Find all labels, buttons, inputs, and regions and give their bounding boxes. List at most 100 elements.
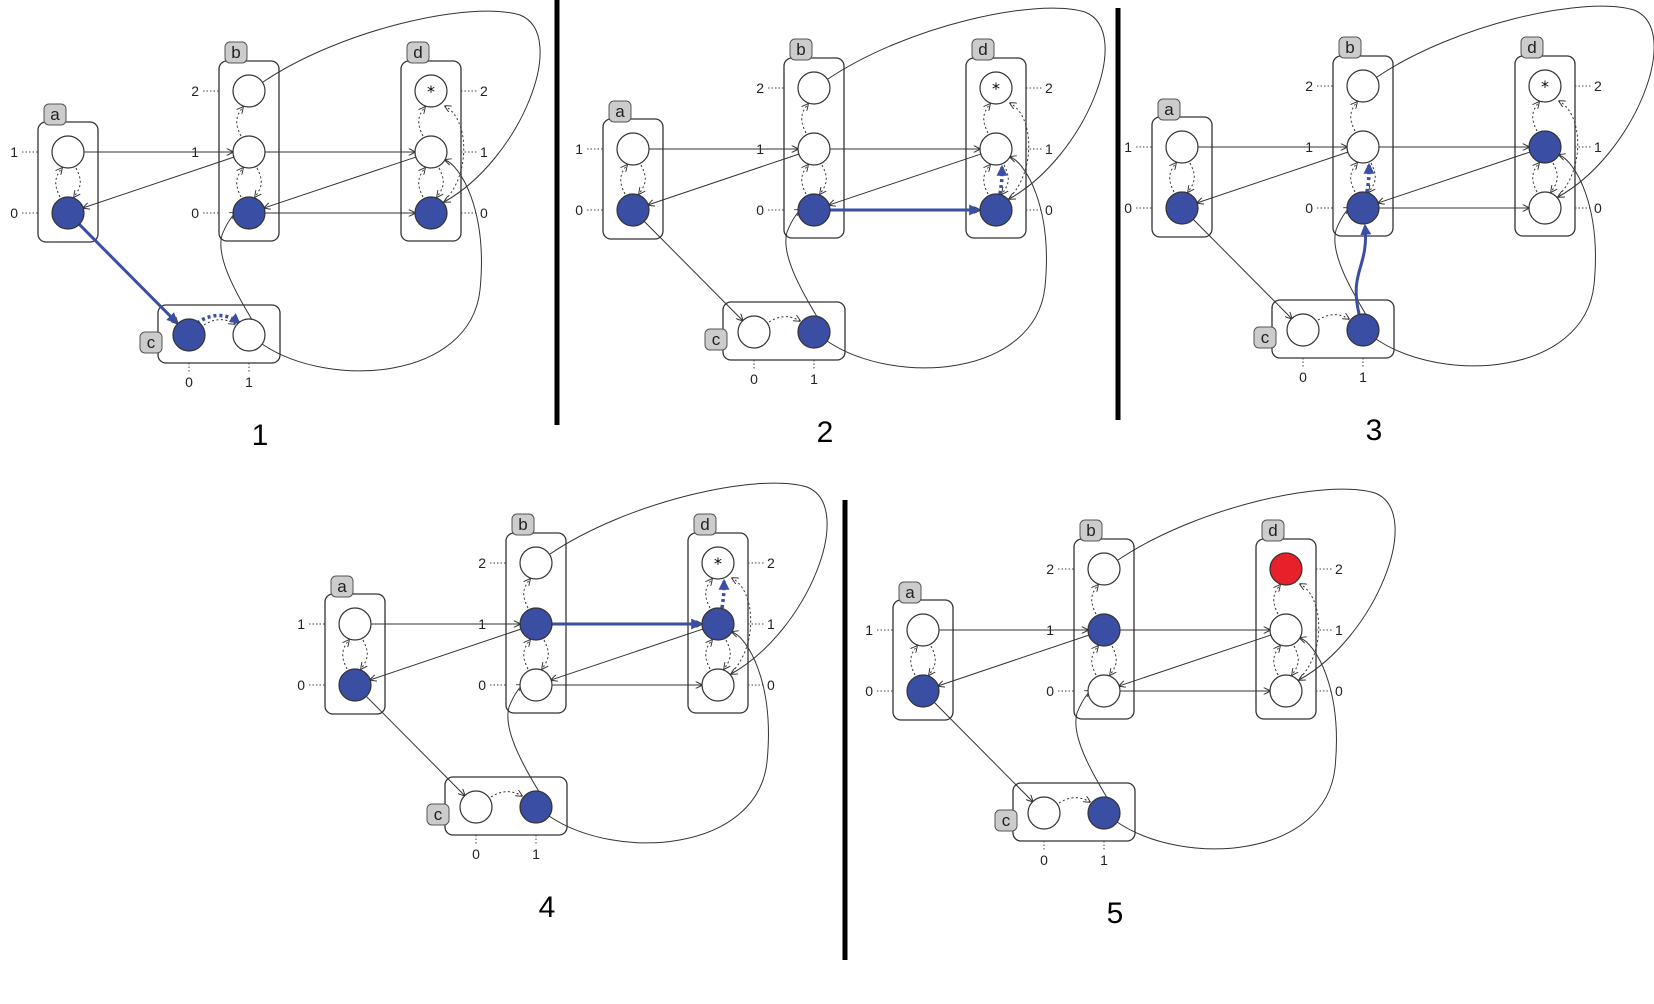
level-d0-label: 0: [480, 205, 488, 221]
transition-c1-d1: [261, 160, 482, 372]
panel-5-label: 5: [1107, 897, 1124, 930]
component-c-tag-label: c: [434, 805, 443, 824]
level-d0-label: 0: [1045, 202, 1053, 218]
panel-4-label: 4: [539, 891, 556, 924]
component-a-tag: [1157, 98, 1181, 121]
dotted-transition-a0-a1: [620, 165, 627, 195]
transition-d1-b0: [1119, 634, 1271, 686]
state-d0-node: [414, 196, 448, 230]
component-b-tag: [224, 41, 248, 64]
component-d-tag-label: d: [1527, 38, 1536, 57]
state-c1-node: [519, 790, 553, 824]
panel-1-label: 1: [252, 419, 269, 452]
level-c0-label: 0: [472, 846, 480, 862]
transition-b1-a0: [938, 634, 1089, 686]
dotted-transition-b1-b0: [255, 167, 262, 197]
transition-d1-b0: [264, 156, 416, 208]
dotted-transition-b0-b1: [1091, 646, 1098, 676]
component-c-tag-label: c: [1002, 811, 1011, 830]
state-b1-node: [519, 607, 553, 641]
level-c0-label: 0: [750, 371, 758, 387]
dotted-transition-d0-d2: [1010, 103, 1030, 198]
state-a0-node: [51, 196, 85, 230]
state-c0-node: [172, 318, 206, 352]
highlight-dotted-transition-d1-d2: [718, 578, 730, 609]
component-a-tag-label: a: [905, 583, 915, 602]
level-b0-label: 0: [756, 202, 764, 218]
transition-b1-a0: [83, 156, 234, 208]
state-a1-node: [338, 607, 372, 641]
state-d1-node: [1528, 130, 1562, 164]
transition-a0-c0: [365, 696, 464, 795]
state-d1-node: [701, 607, 735, 641]
level-d1-label: 1: [1594, 139, 1602, 155]
level-b2-label: 2: [1305, 78, 1313, 94]
level-c0-label: 0: [1299, 369, 1307, 385]
dotted-transition-a1-a0: [929, 645, 936, 675]
level-d2-label: 2: [1045, 80, 1053, 96]
component-d-tag-label: d: [978, 40, 987, 59]
component-b-tag: [511, 513, 535, 536]
state-b1-node: [1346, 130, 1380, 164]
level-c1-label: 1: [245, 374, 253, 390]
dotted-transition-a1-a0: [1188, 162, 1195, 192]
state-d1-node: [1269, 613, 1303, 647]
dotted-transition-b1-b2: [523, 579, 530, 609]
level-a1-label: 1: [10, 144, 18, 160]
level-a0-label: 0: [10, 205, 18, 221]
state-c1-node: [797, 315, 831, 349]
transition-b2-d0: [1117, 488, 1396, 680]
component-d-tag-label: d: [413, 43, 422, 62]
level-c0-label: 0: [1040, 852, 1048, 868]
component-d-tag-label: d: [700, 515, 709, 534]
panel-2-label: 2: [817, 416, 834, 449]
level-d1-label: 1: [1335, 622, 1343, 638]
level-d1-label: 1: [1045, 141, 1053, 157]
level-a0-label: 0: [297, 677, 305, 693]
level-a0-label: 0: [575, 202, 583, 218]
transition-c1-b0-loop: [220, 213, 264, 339]
dotted-transition-d0-d2: [1300, 584, 1320, 679]
component-c-tag-label: c: [147, 333, 156, 352]
state-a0-node: [616, 193, 650, 227]
transition-b2-d0: [827, 7, 1106, 199]
level-c0-label: 0: [185, 374, 193, 390]
component-a-tag-label: a: [50, 105, 60, 124]
component-b-tag: [1079, 519, 1103, 542]
dotted-transition-d1-d0: [1551, 162, 1558, 192]
level-d2-label: 2: [480, 83, 488, 99]
transition-c1-b0-loop: [1075, 691, 1119, 817]
component-c-tag: [139, 331, 163, 354]
dotted-transition-d1-d0: [724, 639, 731, 669]
state-a1-node: [616, 132, 650, 166]
state-d0-node: [979, 193, 1013, 227]
transition-c1-b0-loop: [785, 210, 829, 336]
component-b-tag-label: b: [1345, 38, 1354, 57]
component-a-tag: [330, 575, 354, 598]
state-b0-node: [1087, 674, 1121, 708]
level-d2-label: 2: [1335, 561, 1343, 577]
dotted-transition-d0-d1: [418, 168, 425, 198]
state-d2-node: [701, 546, 735, 580]
component-d-tag: [1520, 36, 1544, 59]
level-b0-label: 0: [1046, 683, 1054, 699]
level-b0-label: 0: [478, 677, 486, 693]
level-b2-label: 2: [191, 83, 199, 99]
dotted-transition-b1-b0: [820, 164, 827, 194]
component-c-tag: [426, 803, 450, 826]
transition-c1-d1: [1116, 638, 1337, 850]
level-d1-label: 1: [480, 144, 488, 160]
dotted-transition-d1-d0: [1002, 164, 1009, 194]
dotted-transition-b0-b1: [801, 165, 808, 195]
component-d-tag: [971, 38, 995, 61]
state-c0-node: [737, 315, 771, 349]
state-a0-node: [1165, 191, 1199, 225]
state-b0-node: [232, 196, 266, 230]
transition-d1-b0: [829, 153, 981, 205]
state-c1-node: [1346, 313, 1380, 347]
dotted-transition-d0-d1: [705, 640, 712, 670]
state-a1-node: [1165, 130, 1199, 164]
